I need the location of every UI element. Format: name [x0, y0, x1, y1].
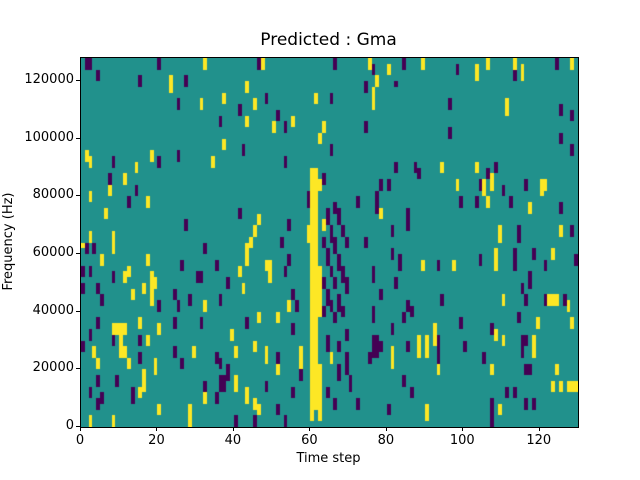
y-tick-label: 40000: [32, 302, 74, 318]
x-tick-mark: [309, 427, 311, 431]
y-tick-label: 80000: [32, 187, 74, 203]
x-tick-mark: [385, 427, 387, 431]
x-axis-label: Time step: [296, 451, 361, 466]
y-tick-mark: [76, 195, 80, 197]
x-tick-label: 120: [526, 433, 552, 448]
y-tick-label: 120000: [24, 72, 74, 88]
y-tick-mark: [76, 80, 80, 82]
x-tick-mark: [538, 427, 540, 431]
x-tick-label: 80: [377, 433, 395, 448]
y-tick-label: 60000: [32, 245, 74, 261]
y-tick-label: 20000: [32, 360, 74, 376]
y-tick-mark: [76, 310, 80, 312]
y-tick-label: 100000: [24, 129, 74, 145]
y-tick-mark: [76, 426, 80, 427]
chart-title: Predicted : Gma: [260, 30, 397, 50]
y-tick-mark: [76, 253, 80, 255]
x-tick-label: 0: [75, 433, 85, 448]
x-tick-label: 40: [224, 433, 242, 448]
x-tick-label: 100: [449, 433, 475, 448]
x-tick-mark: [232, 427, 234, 431]
x-tick-mark: [156, 427, 158, 431]
heatmap-plot: [80, 57, 579, 428]
x-tick-label: 20: [148, 433, 165, 448]
x-tick-mark: [462, 427, 464, 431]
heatmap-canvas: [81, 58, 578, 427]
x-tick-mark: [80, 427, 81, 431]
y-tick-mark: [76, 368, 80, 370]
y-tick-label: 0: [65, 418, 74, 433]
y-tick-mark: [76, 137, 80, 139]
x-tick-label: 60: [301, 433, 318, 448]
